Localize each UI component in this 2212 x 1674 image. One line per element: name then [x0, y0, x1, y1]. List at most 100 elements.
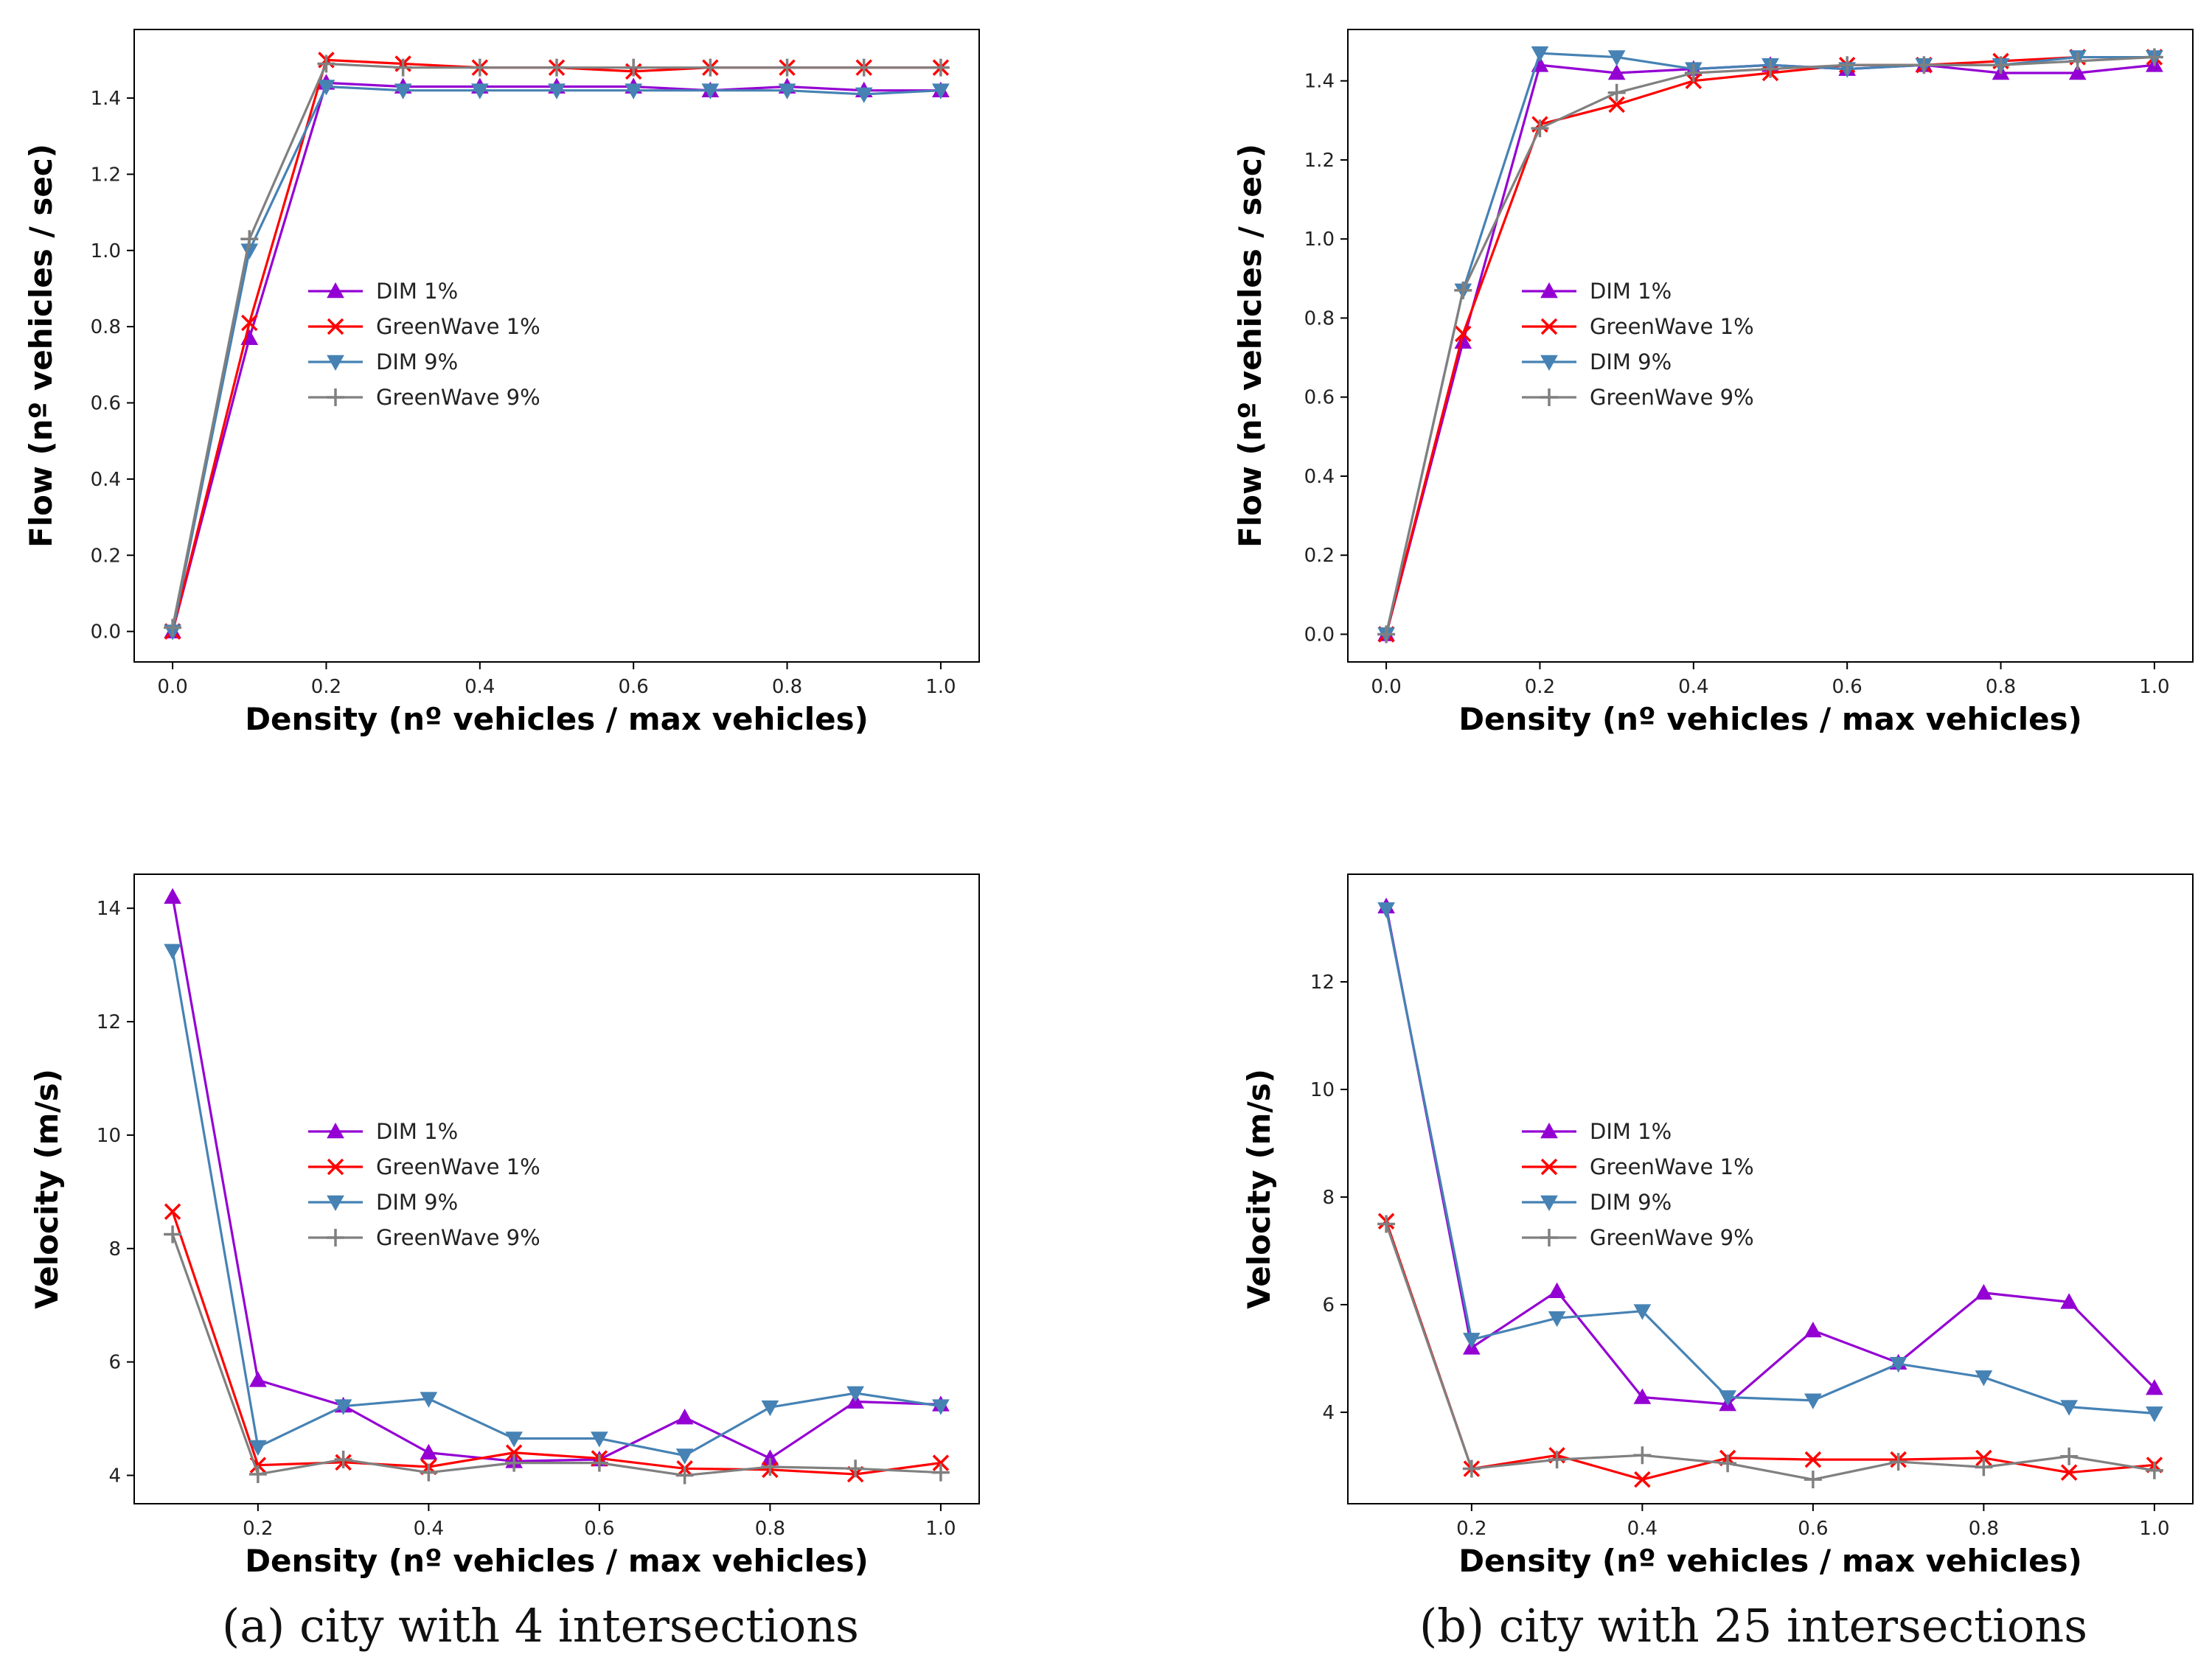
- y-tick-label: 0.8: [91, 316, 121, 338]
- y-tick-label: 10: [1310, 1079, 1335, 1101]
- legend-marker: [327, 355, 344, 372]
- series-greenwave-9-: [1377, 1215, 2163, 1489]
- legend: DIM 1% GreenWave 1% DIM 9% GreenWave 9%: [1522, 1119, 1754, 1250]
- x-tick-label: 0.0: [1371, 676, 1401, 698]
- data-point: [2068, 63, 2087, 80]
- y-tick-label: 6: [108, 1352, 121, 1374]
- series-dim-9-: [164, 944, 950, 1465]
- x-tick-label: 0.2: [1525, 676, 1555, 698]
- legend-marker: [327, 1122, 344, 1139]
- data-point: [1607, 50, 1626, 66]
- series-line: [171, 1234, 941, 1477]
- y-tick-label: 1.2: [1304, 150, 1335, 172]
- legend-label: DIM 1%: [376, 279, 458, 304]
- plot-frame: [133, 873, 980, 1504]
- caption-b: (b) city with 25 intersections: [1419, 1599, 2087, 1653]
- y-tick-label: 12: [1310, 972, 1335, 994]
- y-tick-label: 1.2: [91, 164, 121, 186]
- data-point: [1377, 1215, 1396, 1233]
- data-point: [931, 58, 950, 77]
- series-dim-1-: [1377, 897, 2163, 1412]
- series-dim-1-: [1377, 56, 2163, 641]
- legend-marker: [1540, 1122, 1558, 1139]
- data-point: [761, 1400, 779, 1417]
- data-point: [2145, 48, 2163, 66]
- y-tick-label: 0.4: [91, 469, 121, 491]
- x-axis-label: Density (nº vehicles / max vehicles): [1458, 1543, 2082, 1579]
- x-tick-label: 1.0: [2139, 676, 2169, 698]
- series-greenwave-1-: [1377, 1213, 2163, 1488]
- y-tick-label: 4: [108, 1465, 121, 1488]
- x-tick-label: 0.0: [157, 676, 187, 698]
- x-tick-label: 0.4: [1678, 676, 1708, 698]
- data-point: [1889, 1453, 1907, 1471]
- data-point: [420, 1392, 438, 1408]
- x-tick-label: 0.6: [1832, 676, 1863, 698]
- y-tick-label: 1.4: [91, 88, 121, 110]
- y-tick-label: 0.6: [91, 393, 121, 415]
- x-tick-label: 1.0: [2139, 1518, 2169, 1540]
- legend-marker: [327, 282, 344, 299]
- flow-chart-4-intersections: 0.0 0.2 0.4 0.6 0.8 1.0 0.0 0.2 0.4 0.6 0.8 1.0 1.2 1…: [23, 29, 980, 737]
- series-dim-1-: [164, 887, 950, 1468]
- series-line: [171, 85, 941, 632]
- y-tick-label: 8: [108, 1238, 121, 1260]
- data-point: [625, 58, 643, 77]
- series-line: [1385, 1223, 2155, 1481]
- data-point: [334, 1450, 352, 1468]
- data-point: [1889, 1356, 1907, 1373]
- series-greenwave-1-: [164, 1203, 950, 1483]
- data-point: [846, 1459, 865, 1478]
- data-point: [317, 80, 335, 96]
- y-tick-label: 0.2: [1304, 545, 1335, 567]
- x-tick-label: 0.4: [465, 676, 495, 698]
- y-axis-label: Velocity (m/s): [1241, 1069, 1277, 1309]
- legend-marker: [327, 1195, 344, 1212]
- y-tick-label: 10: [97, 1125, 121, 1147]
- legend: DIM 1% GreenWave 1% DIM 9% GreenWave 9%: [308, 279, 540, 410]
- data-point: [548, 83, 566, 100]
- data-point: [1633, 1304, 1652, 1320]
- plot-frame: [1347, 29, 2194, 663]
- y-tick-label: 1.4: [1304, 71, 1335, 93]
- data-point: [1761, 60, 1779, 78]
- data-point: [1607, 83, 1626, 102]
- legend-marker: [1540, 318, 1558, 335]
- data-point: [1531, 119, 1549, 138]
- x-tick-label: 0.8: [1986, 676, 2016, 698]
- legend-label: GreenWave 9%: [376, 1225, 540, 1250]
- legend: DIM 1% GreenWave 1% DIM 9% GreenWave 9%: [1522, 279, 1754, 410]
- series-line: [1385, 63, 2155, 635]
- data-point: [2146, 1379, 2163, 1395]
- data-point: [625, 83, 643, 100]
- x-tick-label: 0.8: [772, 676, 802, 698]
- data-point: [1719, 1454, 1737, 1473]
- data-point: [931, 1463, 950, 1482]
- y-tick-label: 12: [97, 1011, 121, 1033]
- legend-label: DIM 1%: [376, 1119, 458, 1144]
- y-axis-label: Velocity (m/s): [29, 1069, 65, 1309]
- series-line: [1385, 55, 2154, 635]
- y-tick-label: 14: [97, 898, 121, 920]
- data-point: [164, 1203, 181, 1221]
- series-dim-9-: [1377, 902, 2163, 1423]
- legend-label: GreenWave 1%: [1590, 314, 1754, 339]
- legend-label: DIM 1%: [1590, 1119, 1672, 1144]
- data-point: [1633, 1388, 1652, 1404]
- data-point: [1462, 1459, 1481, 1478]
- data-point: [317, 55, 335, 73]
- data-point: [1634, 1471, 1651, 1488]
- x-tick-label: 0.8: [755, 1518, 785, 1540]
- legend: DIM 1% GreenWave 1% DIM 9% GreenWave 9%: [308, 1119, 540, 1250]
- legend-marker: [327, 1229, 344, 1246]
- data-point: [932, 1454, 950, 1471]
- data-point: [1455, 325, 1472, 343]
- data-point: [1548, 1451, 1566, 1469]
- data-point: [1804, 1451, 1822, 1468]
- data-point: [2068, 52, 2087, 70]
- series-line: [1385, 906, 2156, 1406]
- x-tick-label: 1.0: [925, 1518, 956, 1540]
- data-point: [420, 1443, 438, 1460]
- data-point: [1454, 281, 1472, 299]
- data-point: [505, 1444, 523, 1461]
